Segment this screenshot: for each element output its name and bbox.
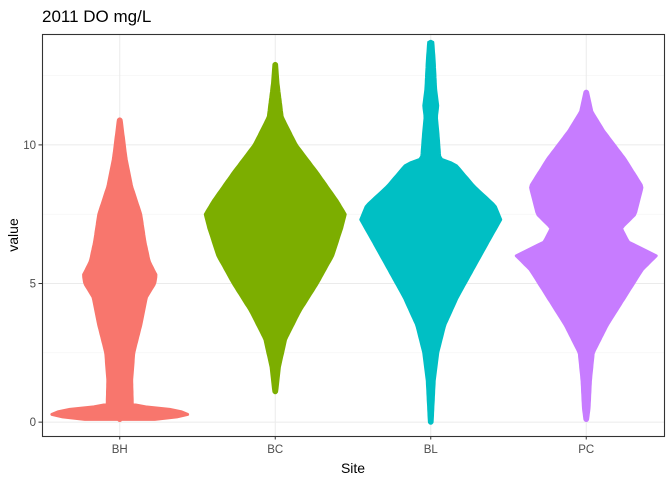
x-tick-label-pc: PC <box>578 444 594 456</box>
violin-pc <box>514 90 658 421</box>
violin-bh <box>50 118 190 421</box>
violin-min-point-bc <box>272 389 278 395</box>
violin-bl <box>359 40 503 424</box>
violin-min-point-pc <box>583 416 589 422</box>
y-axis: 0 5 10 <box>23 140 42 429</box>
x-tick-label-bh: BH <box>112 444 128 456</box>
violin-min-point-bl <box>428 419 434 425</box>
violin-max-point-bl <box>428 39 434 45</box>
y-axis-title: value <box>5 218 21 252</box>
panel-border <box>41 33 666 438</box>
x-axis: BH BC BL PC <box>112 436 594 456</box>
violin-bc <box>203 63 347 394</box>
x-axis-title: Site <box>341 460 365 476</box>
violin-min-point-bh <box>117 416 123 422</box>
y-tick-label: 5 <box>30 279 36 291</box>
violin-max-point-bh <box>117 117 123 123</box>
violin-max-point-bc <box>272 61 278 68</box>
y-tick-label: 0 <box>30 417 36 429</box>
x-tick-label-bl: BL <box>424 444 439 456</box>
violin-max-point-pc <box>583 89 589 95</box>
violins <box>50 39 658 425</box>
x-tick-label-bc: BC <box>267 444 283 456</box>
y-tick-label: 10 <box>23 140 36 152</box>
chart-title: 2011 DO mg/L <box>42 7 151 26</box>
